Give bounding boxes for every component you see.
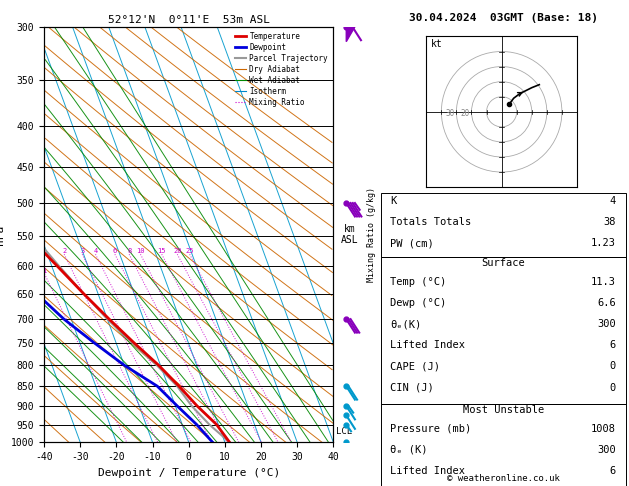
Text: © weatheronline.co.uk: © weatheronline.co.uk [447,474,560,483]
Text: Most Unstable: Most Unstable [462,405,544,416]
Text: θₑ (K): θₑ (K) [391,445,428,455]
Text: 2: 2 [62,248,66,254]
Legend: Temperature, Dewpoint, Parcel Trajectory, Dry Adiabat, Wet Adiabat, Isotherm, Mi: Temperature, Dewpoint, Parcel Trajectory… [233,31,330,108]
Text: 8: 8 [127,248,131,254]
Text: LCL: LCL [337,427,352,436]
Text: 20: 20 [460,108,470,118]
Text: Totals Totals: Totals Totals [391,217,472,227]
Text: Dewp (°C): Dewp (°C) [391,298,447,308]
Text: 30: 30 [446,108,455,118]
Bar [381,193,626,257]
Text: 6: 6 [610,466,616,476]
Text: 0: 0 [610,362,616,371]
Text: 20: 20 [173,248,182,254]
Text: PW (cm): PW (cm) [391,238,434,248]
Text: 4: 4 [93,248,97,254]
Text: kt: kt [431,39,443,49]
Polygon shape [346,27,355,42]
Title: 52°12'N  0°11'E  53m ASL: 52°12'N 0°11'E 53m ASL [108,15,270,25]
Text: 6.6: 6.6 [598,298,616,308]
Text: 6: 6 [113,248,117,254]
Text: 6: 6 [610,340,616,350]
Y-axis label: hPa: hPa [0,225,5,244]
Text: 30.04.2024  03GMT (Base: 18): 30.04.2024 03GMT (Base: 18) [409,13,598,23]
Text: 1.23: 1.23 [591,238,616,248]
Text: 15: 15 [157,248,166,254]
Text: 10: 10 [136,248,145,254]
Text: CAPE (J): CAPE (J) [391,362,440,371]
Text: Pressure (mb): Pressure (mb) [391,424,472,434]
Text: 3: 3 [80,248,84,254]
Text: 300: 300 [598,445,616,455]
Text: 4: 4 [610,196,616,206]
Text: 1: 1 [42,268,47,274]
Text: 1008: 1008 [591,424,616,434]
Text: 38: 38 [604,217,616,227]
Y-axis label: km
ASL: km ASL [341,224,359,245]
X-axis label: Dewpoint / Temperature (°C): Dewpoint / Temperature (°C) [97,468,280,478]
Text: K: K [391,196,397,206]
Bar [381,404,626,486]
Text: CIN (J): CIN (J) [391,382,434,393]
Text: 11.3: 11.3 [591,277,616,287]
Text: 0: 0 [610,382,616,393]
Text: Temp (°C): Temp (°C) [391,277,447,287]
Text: Lifted Index: Lifted Index [391,466,465,476]
Text: Surface: Surface [481,259,525,268]
Text: Mixing Ratio (g/kg): Mixing Ratio (g/kg) [367,187,376,282]
Text: 300: 300 [598,319,616,329]
Text: 25: 25 [186,248,194,254]
Text: Lifted Index: Lifted Index [391,340,465,350]
Text: θₑ(K): θₑ(K) [391,319,421,329]
Bar [381,257,626,404]
